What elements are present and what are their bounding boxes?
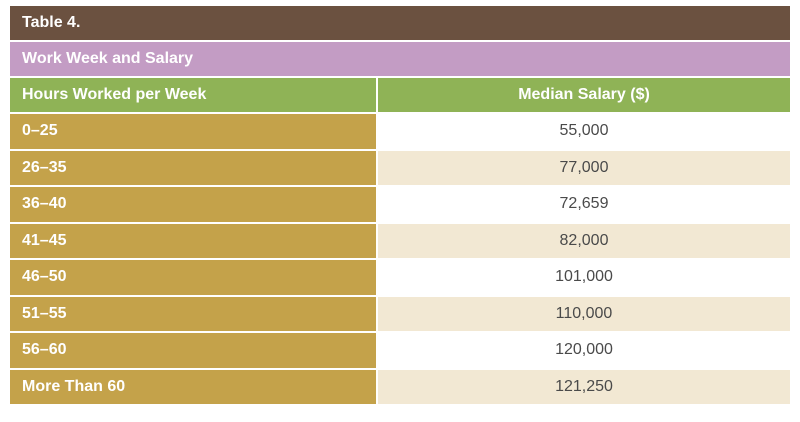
table-subtitle: Work Week and Salary <box>10 42 790 76</box>
row-hours-label: 0–25 <box>10 114 376 149</box>
table-grid: Hours Worked per Week Median Salary ($) … <box>10 78 790 404</box>
row-salary-value: 101,000 <box>378 260 790 295</box>
row-hours-label: 56–60 <box>10 333 376 368</box>
row-hours-label: 36–40 <box>10 187 376 222</box>
row-salary-value: 77,000 <box>378 150 790 185</box>
column-header-salary: Median Salary ($) <box>378 78 790 112</box>
row-hours-label: 41–45 <box>10 223 376 258</box>
row-salary-value: 120,000 <box>378 333 790 368</box>
row-hours-label: 46–50 <box>10 260 376 295</box>
row-hours-label: More Than 60 <box>10 369 376 404</box>
row-salary-value: 82,000 <box>378 223 790 258</box>
row-hours-label: 26–35 <box>10 150 376 185</box>
row-salary-value: 110,000 <box>378 296 790 331</box>
row-salary-value: 121,250 <box>378 369 790 404</box>
row-salary-value: 55,000 <box>378 114 790 149</box>
column-header-hours: Hours Worked per Week <box>10 78 376 112</box>
row-hours-label: 51–55 <box>10 296 376 331</box>
row-salary-value: 72,659 <box>378 187 790 222</box>
table-title: Table 4. <box>10 6 790 40</box>
salary-table: Table 4. Work Week and Salary Hours Work… <box>10 6 790 404</box>
